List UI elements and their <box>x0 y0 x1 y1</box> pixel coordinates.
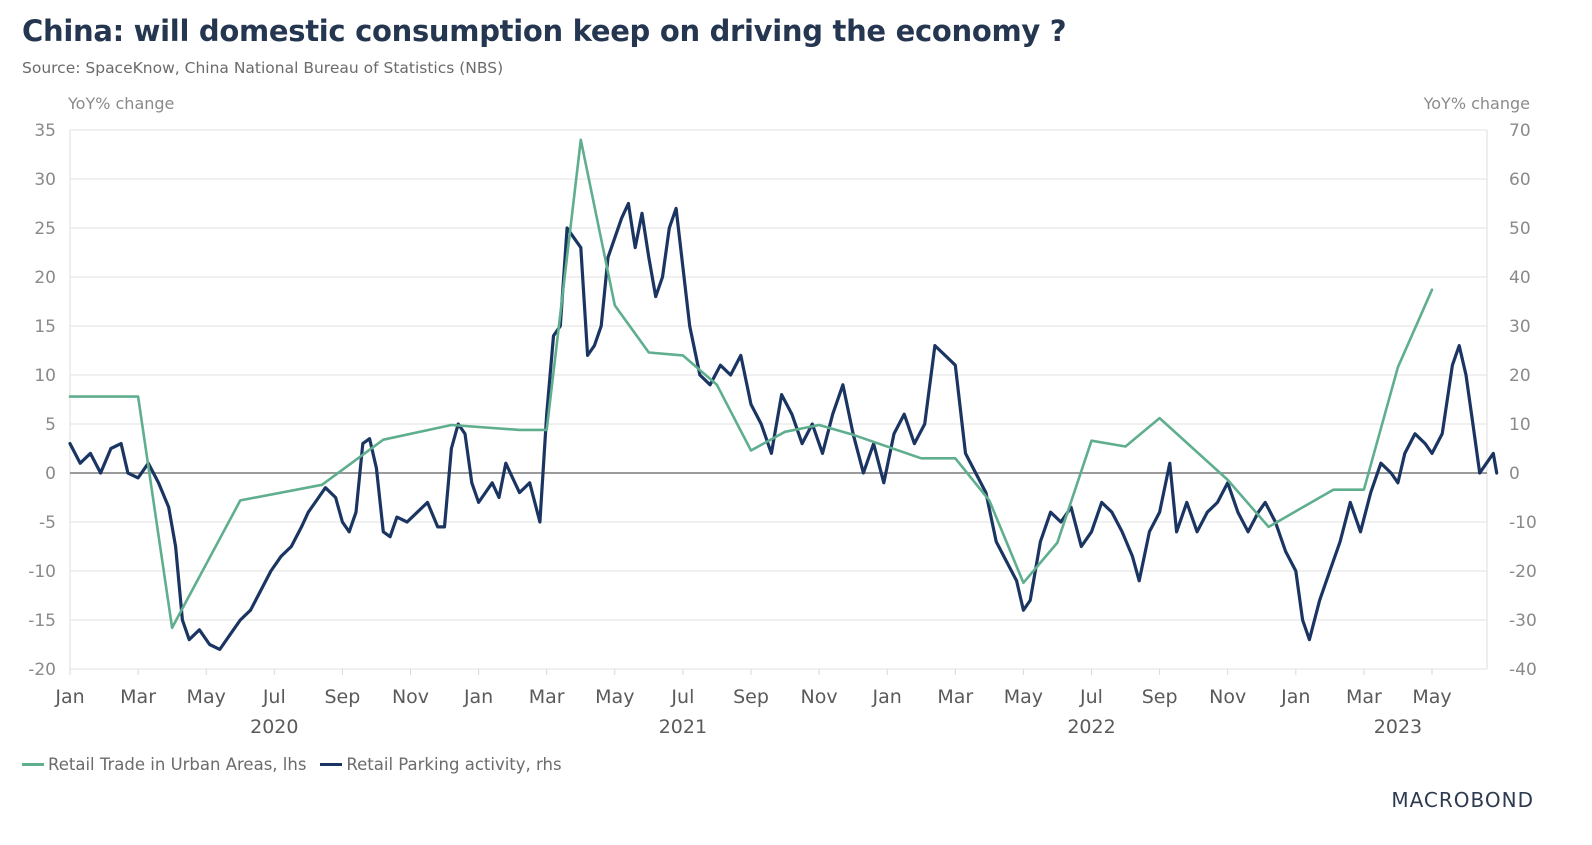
right-y-tick-label: 50 <box>1509 219 1531 239</box>
x-tick-label: May <box>1004 686 1043 708</box>
series-group <box>68 138 1499 652</box>
x-tick-label: Jan <box>463 686 493 708</box>
legend: Retail Trade in Urban Areas, lhs Retail … <box>22 755 570 774</box>
x-tick-label: Sep <box>733 686 769 708</box>
legend-swatch-green <box>22 763 44 766</box>
right-y-tick-label: -30 <box>1509 611 1537 631</box>
x-tick-label: Mar <box>937 686 973 708</box>
legend-swatch-navy <box>320 763 343 766</box>
x-tick-label: Jul <box>1079 686 1103 708</box>
x-tick-label: Mar <box>1346 686 1382 708</box>
x-tick-label: Jul <box>262 686 286 708</box>
legend-item-retail-trade: Retail Trade in Urban Areas, lhs <box>22 755 306 774</box>
left-y-tick-label: 30 <box>34 170 56 190</box>
left-axis-title: YoY% change <box>68 94 175 113</box>
right-y-tick-label: -40 <box>1509 660 1537 680</box>
x-tick-label: Mar <box>120 686 156 708</box>
right-axis-title: YoY% change <box>1423 94 1530 113</box>
x-tick-label: May <box>595 686 634 708</box>
right-y-tick-label: -10 <box>1509 513 1537 533</box>
x-tick-label: Nov <box>801 686 838 708</box>
legend-item-retail-parking: Retail Parking activity, rhs <box>320 755 562 774</box>
right-y-tick-label: 70 <box>1509 121 1531 141</box>
x-tick-label: Jan <box>1280 686 1310 708</box>
left-y-tick-label: 5 <box>45 415 56 435</box>
legend-label: Retail Parking activity, rhs <box>346 755 562 774</box>
left-y-tick-label: -15 <box>28 611 56 631</box>
left-y-axis: 35 30 25 20 15 10 5 0 -5 -10 -15 -20 <box>28 121 56 680</box>
x-tick-label: May <box>187 686 226 708</box>
right-y-tick-label: 10 <box>1509 415 1531 435</box>
right-y-tick-label: 40 <box>1509 268 1531 288</box>
left-y-tick-label: -20 <box>28 660 56 680</box>
grid-lines <box>69 129 1488 670</box>
x-tick-label: Jul <box>670 686 694 708</box>
x-year-label: 2021 <box>659 716 707 738</box>
x-tick-label: Sep <box>1142 686 1178 708</box>
x-tick-label: Sep <box>324 686 360 708</box>
right-y-tick-label: 60 <box>1509 170 1531 190</box>
left-y-tick-label: 15 <box>34 317 56 337</box>
right-y-tick-label: 0 <box>1509 464 1520 484</box>
right-y-tick-label: -20 <box>1509 562 1537 582</box>
x-tick-label: Jan <box>872 686 902 708</box>
x-tick-label: Jan <box>54 686 84 708</box>
x-year-label: 2020 <box>250 716 298 738</box>
left-y-tick-label: 10 <box>34 366 56 386</box>
left-y-tick-label: 25 <box>34 219 56 239</box>
chart-title: China: will domestic consumption keep on… <box>22 14 1067 48</box>
chart-subtitle: Source: SpaceKnow, China National Bureau… <box>22 59 504 77</box>
right-y-tick-label: 30 <box>1509 317 1531 337</box>
left-y-tick-label: 0 <box>45 464 56 484</box>
left-y-tick-label: -5 <box>39 513 56 533</box>
x-tick-label: Nov <box>1209 686 1246 708</box>
right-y-axis: 70 60 50 40 30 20 10 0 -10 -20 -30 -40 <box>1509 121 1537 680</box>
x-tick-label: Mar <box>529 686 565 708</box>
left-y-tick-label: -10 <box>28 562 56 582</box>
legend-label: Retail Trade in Urban Areas, lhs <box>48 755 307 774</box>
left-y-tick-label: 20 <box>34 268 56 288</box>
x-year-label: 2022 <box>1067 716 1115 738</box>
x-year-label: 2023 <box>1374 716 1422 738</box>
macrobond-logo: MACROBOND <box>1391 788 1534 812</box>
x-tick-label: Nov <box>392 686 429 708</box>
series-line-retail-parking <box>68 201 1499 652</box>
left-y-tick-label: 35 <box>34 121 56 141</box>
x-tick-label: May <box>1412 686 1451 708</box>
x-axis: Jan Mar May Jul Sep Nov Jan Mar May Jul Sep Nov Jan M… <box>54 669 1452 738</box>
series-line-retail-trade <box>68 138 1434 630</box>
right-y-tick-label: 20 <box>1509 366 1531 386</box>
